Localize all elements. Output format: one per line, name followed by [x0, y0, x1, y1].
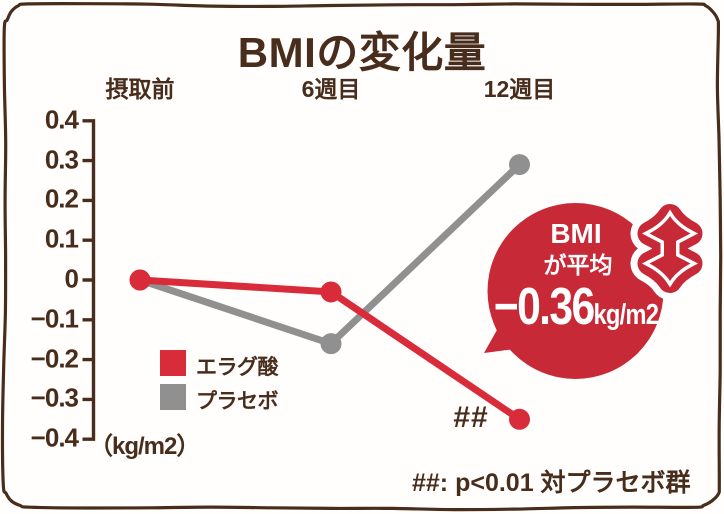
x-category-label: 12週目	[483, 76, 556, 102]
legend-swatches	[160, 350, 186, 410]
legend-label: エラグ酸	[196, 356, 279, 379]
legend-label: プラセボ	[196, 390, 279, 413]
legend-swatch-gray	[160, 384, 186, 410]
data-point	[509, 154, 530, 176]
y-tick-label: −0.3	[30, 382, 79, 413]
significance-marker: ##	[453, 401, 489, 434]
y-tick-label: −0.1	[30, 303, 79, 334]
legend-swatch-red	[160, 350, 186, 376]
callout-badge	[484, 203, 691, 379]
badge-title: BMI	[550, 218, 602, 249]
y-tick-label: 0.3	[44, 143, 79, 174]
y-axis-unit-label: （kg/m2）	[89, 433, 200, 460]
data-point	[320, 281, 342, 303]
y-tick-label: −0.4	[30, 422, 79, 453]
data-point	[509, 408, 530, 430]
x-category-label: 摂取前	[105, 76, 175, 102]
data-point	[129, 269, 151, 291]
data-point	[320, 333, 342, 355]
up-down-double-arrow-icon	[650, 216, 691, 281]
badge-value: −0.36	[493, 278, 595, 336]
y-axis	[82, 119, 96, 441]
series-line-プラセボ	[136, 161, 523, 348]
badge-value-line: −0.36kg/m2	[493, 277, 659, 337]
y-tick-label: −0.2	[30, 342, 79, 373]
y-tick-label: 0.1	[44, 223, 79, 254]
badge-circle	[487, 203, 664, 379]
series-layer	[129, 154, 530, 430]
badge-subtitle: が平均	[543, 252, 613, 278]
y-tick-label: 0	[64, 263, 80, 294]
y-tick-label: 0.4	[44, 104, 79, 135]
x-category-label: 6週目	[301, 76, 361, 102]
footnote: ##: p<0.01 対プラセボ群	[412, 469, 691, 497]
y-tick-label: 0.2	[44, 183, 79, 214]
chart-title: BMIの変化量	[237, 29, 487, 76]
badge-unit: kg/m2	[593, 299, 659, 331]
